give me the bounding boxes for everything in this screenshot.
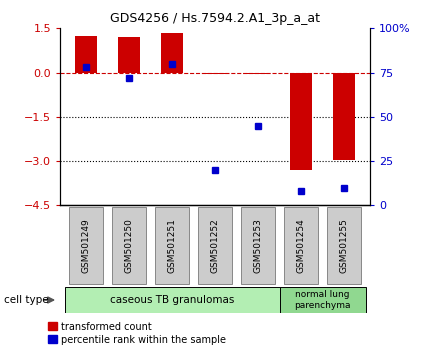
FancyBboxPatch shape (327, 207, 361, 284)
Text: normal lung
parenchyma: normal lung parenchyma (294, 290, 351, 310)
Text: GSM501252: GSM501252 (211, 218, 219, 273)
Text: caseous TB granulomas: caseous TB granulomas (110, 295, 234, 305)
Text: GSM501249: GSM501249 (82, 218, 90, 273)
FancyBboxPatch shape (198, 207, 232, 284)
Text: GSM501254: GSM501254 (297, 218, 305, 273)
Text: GSM501255: GSM501255 (340, 218, 348, 273)
Text: GSM501251: GSM501251 (168, 218, 176, 273)
Text: GDS4256 / Hs.7594.2.A1_3p_a_at: GDS4256 / Hs.7594.2.A1_3p_a_at (110, 12, 320, 25)
FancyBboxPatch shape (155, 207, 189, 284)
Text: GSM501253: GSM501253 (254, 218, 262, 273)
FancyBboxPatch shape (241, 207, 275, 284)
Text: cell type: cell type (4, 295, 49, 305)
Bar (290, 73, 312, 170)
FancyBboxPatch shape (112, 207, 146, 284)
FancyBboxPatch shape (69, 207, 103, 284)
Bar (204, 73, 226, 74)
Bar (333, 73, 355, 160)
Text: GSM501250: GSM501250 (125, 218, 133, 273)
Bar (118, 37, 140, 73)
Bar (161, 33, 183, 73)
FancyBboxPatch shape (280, 287, 366, 313)
FancyBboxPatch shape (284, 207, 318, 284)
Bar (75, 36, 97, 73)
Legend: transformed count, percentile rank within the sample: transformed count, percentile rank withi… (48, 322, 227, 344)
FancyBboxPatch shape (64, 287, 280, 313)
Bar (247, 73, 269, 74)
